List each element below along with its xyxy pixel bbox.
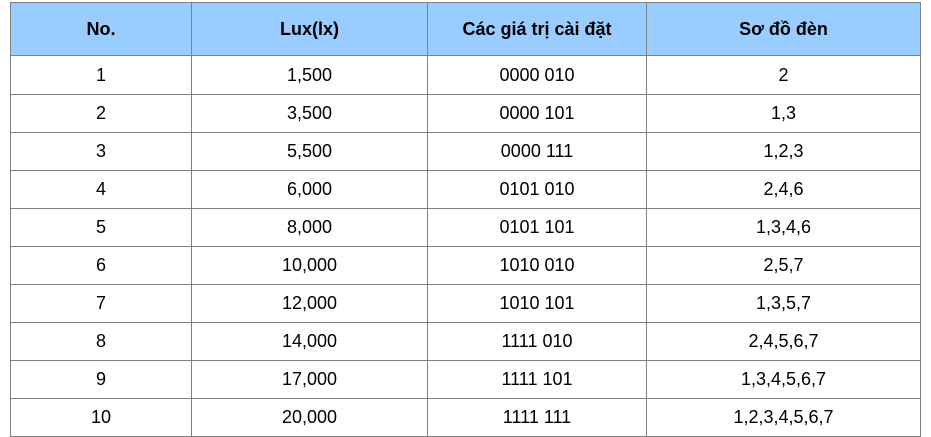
table-header: No. Lux(lx) Các giá trị cài đặt Sơ đồ đè… [10, 2, 921, 56]
table-row: 5 8,000 0101 101 1,3,4,6 [10, 208, 921, 247]
cell-no: 2 [10, 94, 192, 133]
table-row: 8 14,000 1111 010 2,4,5,6,7 [10, 322, 921, 361]
table-row: 10 20,000 1111 111 1,2,3,4,5,6,7 [10, 398, 921, 437]
table-row: 3 5,500 0000 111 1,2,3 [10, 132, 921, 171]
cell-setting: 1010 010 [427, 246, 647, 285]
cell-lamps: 1,3,4,6 [646, 208, 921, 247]
cell-setting: 1111 010 [427, 322, 647, 361]
cell-no: 5 [10, 208, 192, 247]
table-row: 2 3,500 0000 101 1,3 [10, 94, 921, 133]
cell-lamps: 2,4,5,6,7 [646, 322, 921, 361]
table-row: 6 10,000 1010 010 2,5,7 [10, 246, 921, 285]
cell-lamps: 1,2,3,4,5,6,7 [646, 398, 921, 437]
header-lamp-diagram: Sơ đồ đèn [646, 2, 921, 56]
cell-setting: 0101 101 [427, 208, 647, 247]
cell-lamps: 1,3,4,5,6,7 [646, 360, 921, 399]
cell-setting: 0000 111 [427, 132, 647, 171]
cell-no: 3 [10, 132, 192, 171]
table-body: 1 1,500 0000 010 2 2 3,500 0000 101 1,3 … [10, 55, 921, 437]
cell-lux: 1,500 [191, 55, 428, 95]
cell-lux: 10,000 [191, 246, 428, 285]
cell-setting: 0000 010 [427, 55, 647, 95]
cell-lamps: 2,4,6 [646, 170, 921, 209]
cell-no: 7 [10, 284, 192, 323]
cell-setting: 1111 101 [427, 360, 647, 399]
cell-no: 6 [10, 246, 192, 285]
cell-lux: 3,500 [191, 94, 428, 133]
cell-lamps: 2 [646, 55, 921, 95]
cell-lux: 6,000 [191, 170, 428, 209]
header-row: No. Lux(lx) Các giá trị cài đặt Sơ đồ đè… [10, 2, 921, 56]
cell-lamps: 1,2,3 [646, 132, 921, 171]
cell-lux: 14,000 [191, 322, 428, 361]
cell-lux: 17,000 [191, 360, 428, 399]
cell-lux: 5,500 [191, 132, 428, 171]
cell-no: 4 [10, 170, 192, 209]
cell-setting: 0000 101 [427, 94, 647, 133]
table-row: 7 12,000 1010 101 1,3,5,7 [10, 284, 921, 323]
cell-lamps: 1,3 [646, 94, 921, 133]
cell-lux: 12,000 [191, 284, 428, 323]
table-row: 9 17,000 1111 101 1,3,4,5,6,7 [10, 360, 921, 399]
table-row: 1 1,500 0000 010 2 [10, 55, 921, 95]
cell-no: 10 [10, 398, 192, 437]
cell-lamps: 1,3,5,7 [646, 284, 921, 323]
cell-no: 8 [10, 322, 192, 361]
table-row: 4 6,000 0101 010 2,4,6 [10, 170, 921, 209]
cell-lux: 20,000 [191, 398, 428, 437]
cell-setting: 1111 111 [427, 398, 647, 437]
header-lux: Lux(lx) [191, 2, 428, 56]
cell-setting: 1010 101 [427, 284, 647, 323]
lux-settings-table: No. Lux(lx) Các giá trị cài đặt Sơ đồ đè… [10, 2, 921, 437]
lux-settings-table-wrapper: No. Lux(lx) Các giá trị cài đặt Sơ đồ đè… [10, 2, 921, 437]
header-no: No. [10, 2, 192, 56]
cell-lamps: 2,5,7 [646, 246, 921, 285]
cell-lux: 8,000 [191, 208, 428, 247]
cell-no: 9 [10, 360, 192, 399]
cell-no: 1 [10, 55, 192, 95]
header-setting-values: Các giá trị cài đặt [427, 2, 647, 56]
cell-setting: 0101 010 [427, 170, 647, 209]
